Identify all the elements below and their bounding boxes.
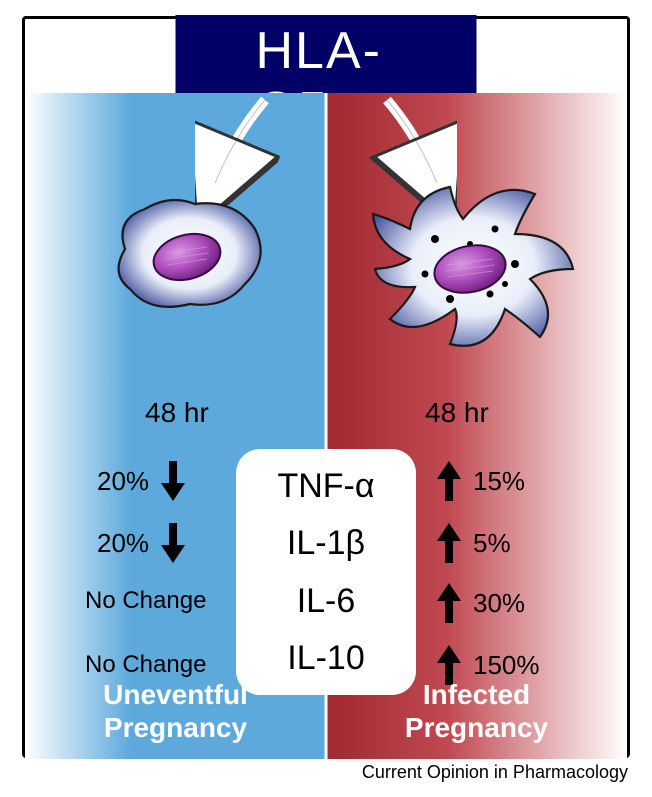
right-row-0: 15% [435, 459, 525, 503]
up-arrow-icon [435, 521, 463, 565]
cytokine-box: TNF-α IL-1β IL-6 IL-10 [236, 449, 416, 695]
left-row-3: No Change [85, 651, 206, 679]
left-row-2-text: No Change [85, 587, 206, 615]
right-row-1-text: 5% [473, 528, 511, 559]
figure-frame: HLA-G5 [22, 16, 630, 758]
right-row-1: 5% [435, 521, 511, 565]
cell-right [355, 169, 585, 359]
up-arrow-icon [435, 581, 463, 625]
footer-left-line2: Pregnancy [104, 712, 247, 743]
cytokine-3: IL-10 [287, 641, 365, 675]
cytokine-0: TNF-α [277, 469, 374, 503]
right-row-0-text: 15% [473, 466, 525, 497]
up-arrow-icon [435, 459, 463, 503]
footer-left-line1: Uneventful [103, 679, 248, 710]
time-label-left: 48 hr [145, 397, 209, 429]
left-row-2: No Change [85, 587, 206, 615]
time-label-right: 48 hr [425, 397, 489, 429]
left-row-3-text: No Change [85, 651, 206, 679]
left-row-1-text: 20% [97, 528, 149, 559]
footer-right-line2: Pregnancy [405, 712, 548, 743]
down-arrow-icon [159, 521, 187, 565]
left-row-0: 20% [97, 459, 187, 503]
credit-text: Current Opinion in Pharmacology [362, 762, 628, 783]
cytokine-1: IL-1β [287, 526, 365, 560]
right-row-3-text: 150% [473, 650, 540, 681]
right-row-2: 30% [435, 581, 525, 625]
footer-right-line1: Infected [423, 679, 530, 710]
cell-left [95, 179, 275, 329]
left-row-1: 20% [97, 521, 187, 565]
left-row-0-text: 20% [97, 466, 149, 497]
right-row-2-text: 30% [473, 588, 525, 619]
down-arrow-icon [159, 459, 187, 503]
cytokine-2: IL-6 [297, 584, 356, 618]
